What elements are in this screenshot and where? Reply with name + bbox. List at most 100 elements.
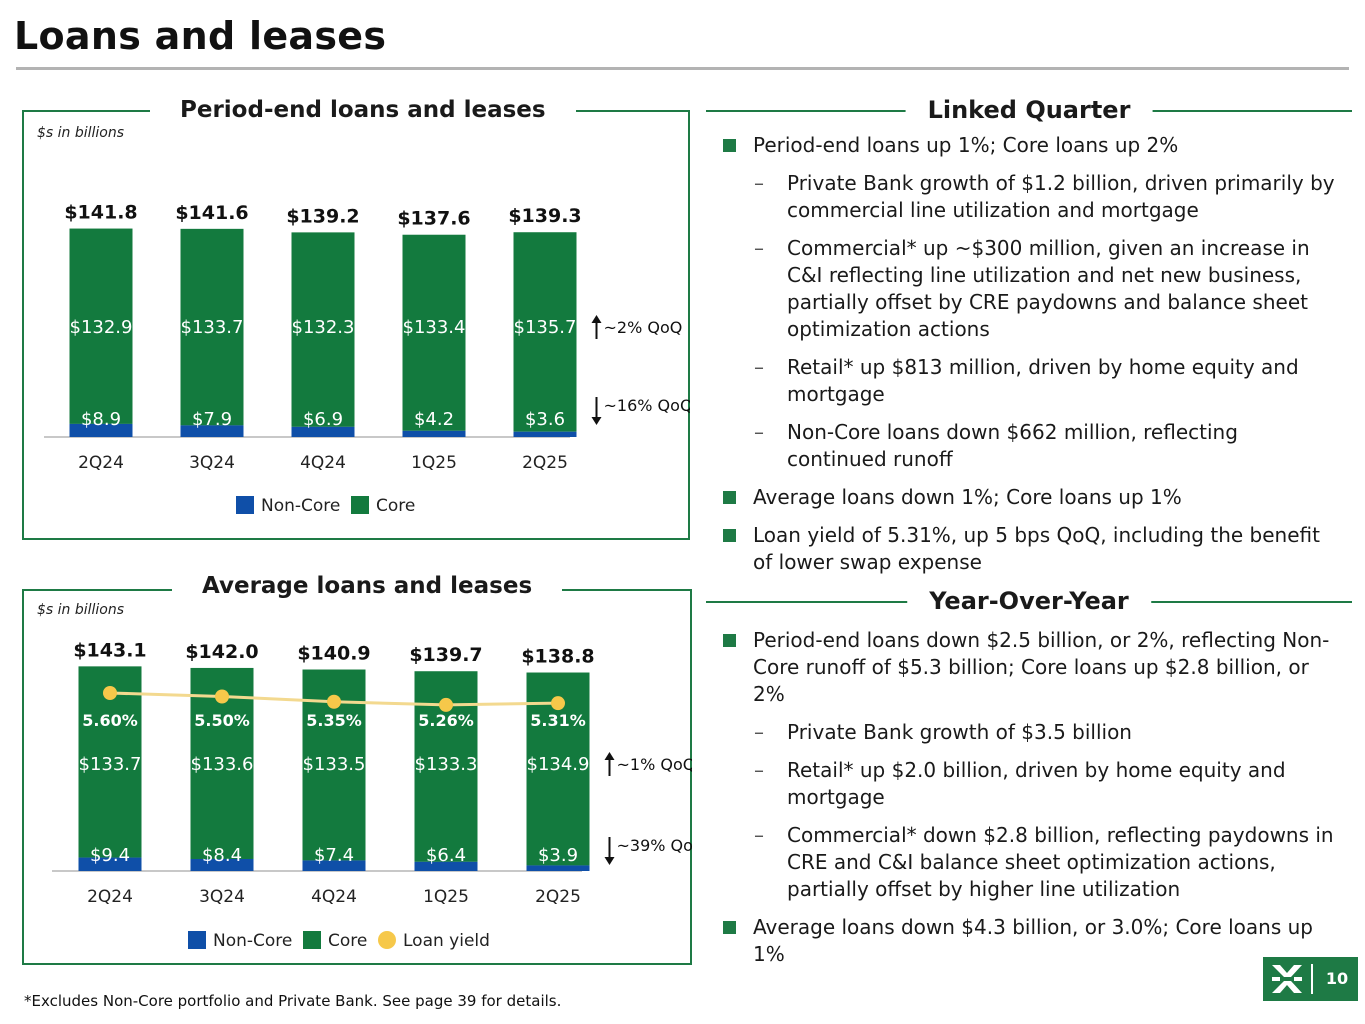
x-tick-label: 4Q24 bbox=[300, 453, 346, 473]
core-value-label: $133.7 bbox=[79, 754, 142, 775]
non-core-value-label: $3.9 bbox=[538, 845, 578, 866]
loan-yield-label: 5.35% bbox=[306, 711, 362, 730]
non-core-value-label: $4.2 bbox=[414, 409, 454, 430]
legend-swatch-non-core bbox=[236, 496, 254, 514]
non-core-bar-2Q25 bbox=[513, 431, 577, 437]
non-core-bar-3Q24 bbox=[180, 425, 244, 437]
loan-yield-label: 5.50% bbox=[194, 711, 250, 730]
linked-quarter-bullet-7: Loan yield of 5.31%, up 5 bps QoQ, inclu… bbox=[722, 522, 1342, 576]
linked-quarter-bullet-5: Non-Core loans down $662 million, reflec… bbox=[722, 419, 1342, 473]
loan-yield-label: 5.31% bbox=[530, 711, 586, 730]
non-core-value-label: $9.4 bbox=[90, 845, 130, 866]
x-tick-label: 2Q25 bbox=[522, 453, 568, 473]
legend-label: Core bbox=[328, 931, 367, 951]
x-tick-label: 4Q24 bbox=[311, 887, 357, 907]
total-label: $138.8 bbox=[521, 646, 594, 668]
non-core-bar-1Q25 bbox=[414, 861, 478, 871]
non-core-bar-4Q24 bbox=[291, 426, 355, 437]
x-tick-label: 3Q24 bbox=[199, 887, 245, 907]
linked-quarter-bullet-6: Average loans down 1%; Core loans up 1% bbox=[722, 484, 1342, 511]
non-core-qoq-annotation: ~39% QoQ bbox=[617, 836, 693, 855]
up-arrowhead-icon bbox=[591, 315, 602, 323]
total-label: $140.9 bbox=[297, 643, 370, 665]
linked-quarter-title: Linked Quarter bbox=[905, 96, 1153, 124]
non-core-bar-1Q25 bbox=[402, 430, 466, 437]
year-over-year-bullet-1: Period-end loans down $2.5 billion, or 2… bbox=[722, 627, 1342, 708]
non-core-bar-4Q24 bbox=[302, 860, 366, 871]
non-core-value-label: $6.4 bbox=[426, 845, 466, 866]
loan-yield-point-1Q25 bbox=[439, 697, 453, 712]
non-core-value-label: $8.9 bbox=[81, 409, 121, 430]
non-core-value-label: $7.4 bbox=[314, 845, 354, 866]
year-over-year-bullet-4: Commercial* down $2.8 billion, reflectin… bbox=[722, 822, 1342, 903]
bank-logo-icon bbox=[1272, 965, 1302, 993]
core-bar-3Q24 bbox=[180, 228, 244, 426]
total-label: $139.7 bbox=[409, 644, 482, 666]
year-over-year-bullets: Period-end loans down $2.5 billion, or 2… bbox=[722, 627, 1342, 968]
x-tick-label: 2Q25 bbox=[535, 887, 581, 907]
page-number: 10 bbox=[1325, 969, 1349, 988]
non-core-bar-3Q24 bbox=[190, 858, 254, 871]
total-label: $139.2 bbox=[286, 205, 359, 227]
core-bar-2Q25 bbox=[513, 232, 577, 432]
core-value-label: $132.9 bbox=[70, 317, 133, 338]
x-tick-label: 2Q24 bbox=[87, 887, 133, 907]
core-bar-1Q25 bbox=[402, 234, 466, 431]
loan-yield-point-2Q24 bbox=[103, 686, 117, 700]
down-arrowhead-icon bbox=[604, 857, 615, 865]
core-value-label: $133.4 bbox=[403, 317, 466, 338]
core-value-label: $134.9 bbox=[527, 754, 590, 775]
year-over-year-bullet-3: Retail* up $2.0 billion, driven by home … bbox=[722, 757, 1342, 811]
average-loans-units-label: $s in billions bbox=[37, 602, 125, 618]
x-tick-label: 2Q24 bbox=[78, 453, 124, 473]
core-bar-4Q24 bbox=[291, 232, 355, 427]
linked-quarter-bullet-3: Commercial* up ~$300 million, given an i… bbox=[722, 235, 1342, 343]
badge-divider bbox=[1311, 964, 1313, 994]
loan-yield-point-4Q24 bbox=[327, 694, 341, 709]
legend-swatch-core bbox=[303, 931, 321, 949]
loan-yield-point-3Q24 bbox=[215, 689, 229, 704]
up-arrowhead-icon bbox=[604, 752, 615, 760]
total-label: $142.0 bbox=[185, 641, 258, 663]
x-tick-label: 1Q25 bbox=[411, 453, 457, 473]
linked-quarter-bullet-1: Period-end loans up 1%; Core loans up 2% bbox=[722, 132, 1342, 159]
loan-yield-label: 5.60% bbox=[82, 711, 138, 730]
loan-yield-label: 5.26% bbox=[418, 711, 474, 730]
non-core-qoq-annotation: ~16% QoQ bbox=[604, 396, 691, 415]
legend-label: Non-Core bbox=[261, 496, 340, 516]
legend-swatch-core bbox=[351, 496, 369, 514]
non-core-bar-2Q25 bbox=[526, 865, 590, 871]
legend-label: Loan yield bbox=[403, 931, 490, 951]
non-core-bar-2Q24 bbox=[69, 423, 133, 437]
legend-label: Core bbox=[376, 496, 415, 516]
total-label: $137.6 bbox=[397, 208, 470, 230]
average-loans-chart-title: Average loans and leases bbox=[172, 573, 563, 599]
average-loans-chart: $143.1 $133.7 $9.4 2Q24 5.60% $142.0 $133.6 $8.… bbox=[52, 639, 693, 951]
core-value-label: $133.3 bbox=[415, 754, 478, 775]
non-core-value-label: $3.6 bbox=[525, 409, 565, 430]
legend-swatch-non-core bbox=[188, 931, 206, 949]
legend-label: Non-Core bbox=[213, 931, 292, 951]
legend-swatch-loan-yield bbox=[378, 931, 396, 949]
period-end-loans-chart: $141.8 $132.9 $8.9 2Q24 $141.6 $133.7 $7.9 3Q24… bbox=[44, 202, 691, 516]
core-value-label: $133.7 bbox=[181, 317, 244, 338]
x-tick-label: 1Q25 bbox=[423, 887, 469, 907]
total-label: $141.6 bbox=[175, 202, 248, 224]
page-title: Loans and leases bbox=[14, 14, 387, 58]
year-over-year-bullet-5: Average loans down $4.3 billion, or 3.0%… bbox=[722, 914, 1342, 968]
linked-quarter-bullet-4: Retail* up $813 million, driven by home … bbox=[722, 354, 1342, 408]
title-divider bbox=[16, 67, 1349, 70]
core-bar-2Q24 bbox=[69, 228, 133, 424]
non-core-value-label: $7.9 bbox=[192, 409, 232, 430]
period-end-units-label: $s in billions bbox=[37, 125, 125, 141]
non-core-value-label: $6.9 bbox=[303, 409, 343, 430]
core-value-label: $133.6 bbox=[191, 754, 254, 775]
linked-quarter-bullet-2: Private Bank growth of $1.2 billion, dri… bbox=[722, 170, 1342, 224]
linked-quarter-bullets: Period-end loans up 1%; Core loans up 2%… bbox=[722, 132, 1342, 576]
period-end-chart-title: Period-end loans and leases bbox=[150, 97, 576, 123]
non-core-bar-2Q24 bbox=[78, 857, 142, 871]
down-arrowhead-icon bbox=[591, 417, 602, 425]
total-label: $141.8 bbox=[64, 202, 137, 224]
footnote: *Excludes Non-Core portfolio and Private… bbox=[24, 992, 562, 1010]
year-over-year-title: Year-Over-Year bbox=[907, 587, 1151, 615]
